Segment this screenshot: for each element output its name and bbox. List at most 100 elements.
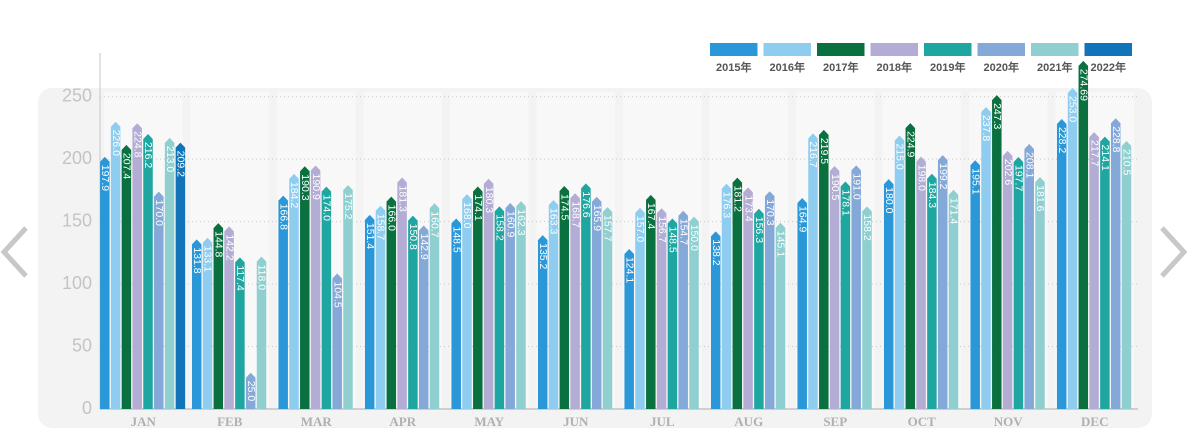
value-label: 214.1 [1099, 145, 1111, 171]
x-tick-label: FEB [217, 414, 243, 429]
bar [646, 194, 656, 409]
bar [321, 186, 332, 409]
bar [1013, 157, 1024, 409]
value-label: 224.8 [131, 131, 143, 157]
value-label: 208.1 [1023, 152, 1035, 178]
value-label: 171.4 [948, 198, 960, 224]
bar [310, 165, 321, 409]
value-label: 142.9 [418, 234, 430, 260]
bar [819, 129, 829, 409]
bar [916, 156, 926, 409]
value-label: 133.1 [202, 246, 214, 272]
value-label: 176.6 [580, 191, 592, 217]
bar [754, 208, 764, 409]
bar [332, 273, 342, 409]
bar [289, 173, 299, 409]
bar [1056, 118, 1067, 410]
legend-label: 2015年 [716, 60, 751, 74]
value-label: 175.2 [342, 193, 354, 219]
bar [743, 187, 753, 409]
y-tick-label: 250 [62, 85, 92, 105]
value-label: 215.0 [894, 143, 906, 169]
value-label: 228.8 [1110, 126, 1122, 152]
bar [397, 177, 407, 409]
bar [110, 121, 121, 409]
value-label: 209.2 [175, 151, 187, 177]
legend-label: 2022年 [1091, 60, 1126, 74]
value-label: 213.0 [164, 146, 176, 172]
value-label: 202.6 [1002, 159, 1014, 185]
bar [624, 248, 634, 409]
bar [721, 183, 732, 409]
bar [602, 207, 613, 409]
bar [764, 191, 775, 409]
bar [191, 239, 202, 409]
bar [591, 196, 602, 409]
value-label: 195.1 [969, 168, 981, 194]
value-label: 180.0 [883, 187, 895, 213]
value-label: 216.2 [142, 142, 154, 168]
bar [1078, 60, 1089, 410]
value-label: 247.3 [991, 103, 1003, 129]
bar [343, 185, 353, 409]
value-label: 165.9 [591, 205, 603, 231]
bar [121, 144, 132, 409]
value-label: 178.1 [840, 190, 852, 216]
value-label: 118.0 [256, 265, 268, 291]
value-label: 151.4 [364, 223, 376, 249]
value-label: 170.0 [153, 200, 165, 226]
value-label: 190.9 [310, 174, 322, 200]
value-label: 216.7 [807, 141, 819, 167]
bar [537, 235, 548, 409]
bar [202, 237, 213, 409]
x-tick-label: JAN [131, 414, 157, 429]
value-label: 190.3 [299, 174, 311, 200]
bar [548, 200, 559, 409]
value-label: 156.7 [656, 216, 668, 242]
bar [483, 178, 494, 409]
legend-swatch [977, 43, 1025, 56]
value-label: 160.7 [429, 211, 441, 237]
value-label: 104.5 [331, 281, 343, 307]
bar [678, 210, 688, 409]
bar [278, 195, 288, 409]
bar [505, 203, 515, 409]
bar [570, 193, 580, 409]
bar [905, 123, 916, 410]
next-arrow[interactable] [1160, 226, 1188, 278]
value-label: 158.2 [861, 214, 873, 240]
prev-arrow[interactable] [0, 226, 28, 278]
value-label: 131.8 [191, 247, 203, 273]
bar [829, 166, 840, 409]
legend-swatch [763, 43, 811, 56]
value-label: 166.8 [277, 204, 289, 230]
value-label: 150.0 [688, 225, 700, 251]
legend-swatch [924, 43, 972, 56]
bar [1002, 150, 1013, 409]
bar [656, 208, 667, 409]
legend: 2015年 2016年 2017年 2018年 2019年 2020年 2021年 2022年 [710, 43, 1132, 74]
bar [1100, 136, 1110, 409]
value-label: 228.2 [1056, 127, 1068, 153]
bar [797, 198, 807, 409]
value-label: 199.2 [937, 163, 949, 189]
value-label: 197.9 [99, 165, 111, 191]
bar [100, 156, 110, 409]
legend-swatch [710, 43, 758, 56]
value-label: 224.9 [905, 131, 917, 157]
bar [710, 231, 721, 409]
bar [689, 216, 699, 409]
x-tick-label: JUL [650, 414, 675, 429]
value-label: 180.3 [483, 187, 495, 213]
value-label: 117.4 [234, 265, 246, 291]
bar [408, 215, 418, 409]
bars: JAN197.9226.0207.4224.8216.2170.0213.020… [99, 60, 1133, 429]
value-label: 226.0 [110, 130, 122, 156]
bar [300, 166, 310, 409]
legend-swatch [1031, 43, 1079, 56]
value-label: 144.8 [213, 231, 225, 257]
value-label: 164.9 [796, 206, 808, 232]
value-label: 142.2 [223, 234, 235, 260]
value-label: 135.2 [537, 243, 549, 269]
legend-swatch [870, 43, 918, 56]
